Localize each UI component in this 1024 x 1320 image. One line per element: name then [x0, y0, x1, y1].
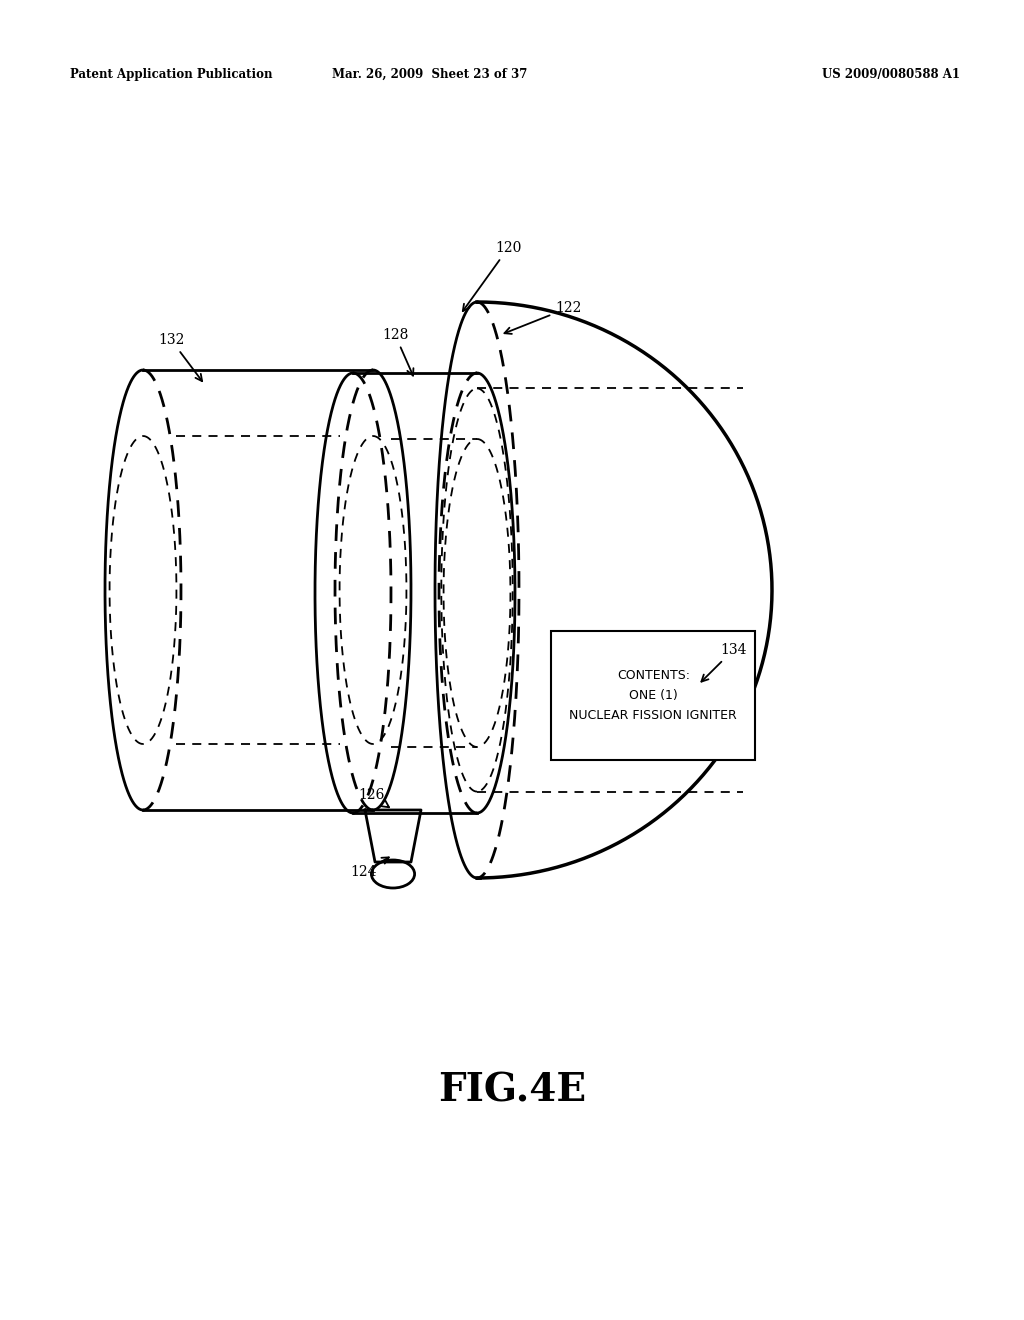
Text: Mar. 26, 2009  Sheet 23 of 37: Mar. 26, 2009 Sheet 23 of 37: [333, 69, 527, 81]
Text: 120: 120: [463, 242, 521, 312]
Text: 122: 122: [505, 301, 582, 334]
Text: US 2009/0080588 A1: US 2009/0080588 A1: [822, 69, 961, 81]
Text: FIG.4E: FIG.4E: [438, 1071, 586, 1109]
Text: Patent Application Publication: Patent Application Publication: [70, 69, 272, 81]
Text: 134: 134: [701, 643, 746, 681]
Text: 128: 128: [382, 327, 414, 376]
Text: 126: 126: [358, 788, 389, 808]
Text: 132: 132: [158, 333, 202, 381]
Text: CONTENTS:
ONE (1)
NUCLEAR FISSION IGNITER: CONTENTS: ONE (1) NUCLEAR FISSION IGNITE…: [569, 669, 737, 722]
Text: 124: 124: [350, 858, 389, 879]
FancyBboxPatch shape: [552, 631, 755, 760]
